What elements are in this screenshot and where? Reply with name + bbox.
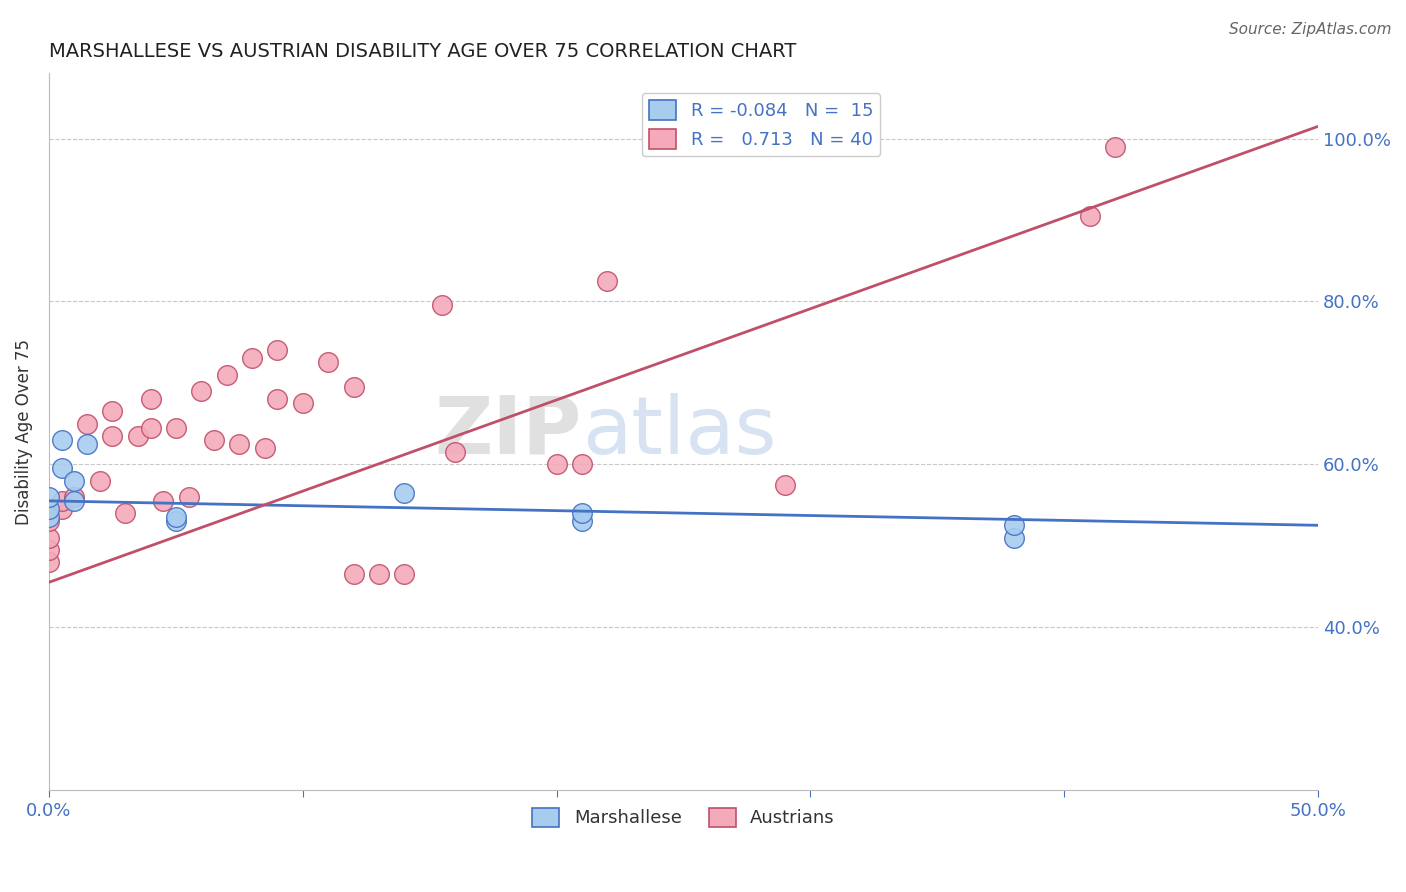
Point — [165, 420, 187, 434]
Point — [89, 474, 111, 488]
Point — [177, 490, 200, 504]
Point — [444, 445, 467, 459]
Point — [394, 567, 416, 582]
Point — [1002, 531, 1025, 545]
Point — [38, 555, 60, 569]
Point — [38, 514, 60, 528]
Point — [253, 441, 276, 455]
Point — [571, 514, 593, 528]
Y-axis label: Disability Age Over 75: Disability Age Over 75 — [15, 339, 32, 524]
Point — [368, 567, 391, 582]
Point — [596, 274, 619, 288]
Point — [432, 298, 454, 312]
Point — [291, 396, 314, 410]
Point — [394, 485, 416, 500]
Point — [38, 510, 60, 524]
Point — [101, 428, 124, 442]
Point — [38, 502, 60, 516]
Point — [38, 542, 60, 557]
Point — [202, 433, 225, 447]
Point — [63, 474, 86, 488]
Text: ZIP: ZIP — [434, 392, 582, 471]
Point — [165, 510, 187, 524]
Text: MARSHALLESE VS AUSTRIAN DISABILITY AGE OVER 75 CORRELATION CHART: MARSHALLESE VS AUSTRIAN DISABILITY AGE O… — [49, 42, 796, 61]
Point — [342, 567, 364, 582]
Point — [152, 494, 174, 508]
Point — [51, 461, 73, 475]
Point — [1104, 139, 1126, 153]
Text: atlas: atlas — [582, 392, 776, 471]
Point — [51, 502, 73, 516]
Point — [342, 380, 364, 394]
Point — [266, 343, 288, 358]
Point — [139, 392, 162, 406]
Point — [51, 494, 73, 508]
Point — [240, 351, 263, 366]
Point — [139, 420, 162, 434]
Point — [215, 368, 238, 382]
Point — [101, 404, 124, 418]
Point — [63, 494, 86, 508]
Point — [571, 457, 593, 471]
Point — [266, 392, 288, 406]
Point — [63, 490, 86, 504]
Point — [190, 384, 212, 398]
Legend: Marshallese, Austrians: Marshallese, Austrians — [524, 800, 842, 835]
Point — [228, 437, 250, 451]
Point — [165, 514, 187, 528]
Point — [76, 437, 98, 451]
Point — [76, 417, 98, 431]
Point — [1002, 518, 1025, 533]
Point — [546, 457, 568, 471]
Point — [38, 531, 60, 545]
Point — [316, 355, 339, 369]
Point — [1078, 209, 1101, 223]
Point — [114, 506, 136, 520]
Point — [571, 506, 593, 520]
Point — [51, 433, 73, 447]
Point — [773, 477, 796, 491]
Point — [38, 490, 60, 504]
Point — [127, 428, 149, 442]
Text: Source: ZipAtlas.com: Source: ZipAtlas.com — [1229, 22, 1392, 37]
